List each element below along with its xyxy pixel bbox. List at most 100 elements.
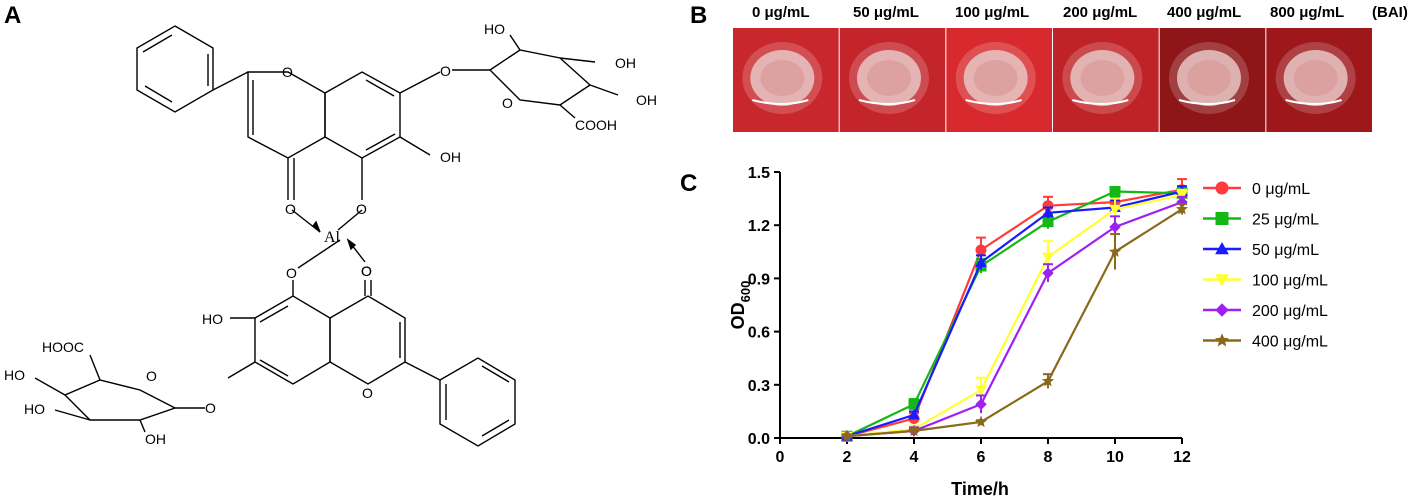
atom-o-ring-bottom: O: [362, 385, 373, 401]
series-line: [846, 194, 1183, 438]
phenyl-ring-bottom: [439, 357, 516, 447]
data-point: [975, 244, 987, 256]
atom-ho-aglycone-bottom: HO: [202, 311, 223, 327]
data-point: [974, 415, 988, 428]
data-point: [1042, 206, 1054, 218]
series-5: [840, 202, 1189, 442]
y-tick-label: 0.3: [748, 378, 770, 395]
x-tick-label: 2: [843, 449, 852, 466]
x-tick-label: 6: [977, 449, 986, 466]
data-point: [1215, 212, 1229, 225]
series-4: [841, 195, 1188, 442]
atom-o-ring-sugar-bottom: O: [146, 368, 157, 384]
x-tick-label: 12: [1173, 449, 1191, 466]
legend-label: 100 μg/mL: [1252, 273, 1328, 290]
x-tick-label: 10: [1106, 449, 1124, 466]
atom-cooh-top: COOH: [575, 117, 617, 133]
atom-o-phenolate-bottom: O: [286, 265, 297, 281]
atom-oh-aglycone-top: OH: [440, 149, 461, 165]
atom-ho-sugar-bottom-1: HO: [4, 367, 25, 383]
legend-label: 0 μg/mL: [1252, 181, 1310, 198]
data-point: [1041, 375, 1055, 387]
data-point: [1175, 202, 1189, 215]
atom-oh-sugar-bottom: OH: [145, 431, 166, 447]
x-tick-label: 4: [910, 449, 919, 466]
plate-1: [839, 28, 946, 132]
y-tick-label: 0.6: [748, 325, 770, 342]
chart-legend: 0 μg/mL 25 μg/mL 50 μg/mL 100 μg/mL 200 μg/m…: [1203, 181, 1328, 351]
data-point: [1042, 216, 1054, 228]
conc-label-2: 100 μg/mL: [955, 4, 1030, 21]
atom-o-glyc-top: O: [440, 63, 451, 79]
data-point: [975, 256, 987, 267]
conc-label-3: 200 μg/mL: [1063, 4, 1138, 21]
conc-suffix: (BAI): [1372, 4, 1408, 21]
data-point: [975, 385, 987, 397]
series-line: [846, 188, 1183, 438]
atom-o-carbonyl-bottom-dbl: O: [361, 263, 372, 279]
data-point: [1109, 221, 1121, 233]
plate-2: [946, 28, 1052, 132]
data-point: [1109, 204, 1121, 216]
series-1: [841, 186, 1188, 442]
y-tick-label: 1.2: [748, 218, 770, 235]
data-point: [1215, 333, 1229, 347]
series-3: [841, 188, 1188, 443]
chart-axes: 0.0 0.3 0.6 0.9 1.2 1.5 0 2 4 6 8 10 12: [748, 165, 1191, 466]
legend-item: 100 μg/mL: [1203, 273, 1328, 290]
x-axis-title: Time/h: [951, 479, 1009, 499]
legend-label: 50 μg/mL: [1252, 242, 1319, 259]
data-point: [1215, 274, 1229, 287]
data-point: [1042, 252, 1054, 264]
atom-o-carbonyl-bottom: O: [361, 263, 372, 279]
atom-o-carbonyl-top: O: [285, 201, 296, 217]
data-point: [1176, 190, 1188, 202]
data-point: [907, 424, 921, 437]
atom-o-ring-top: O: [282, 64, 293, 80]
data-point: [1215, 181, 1229, 195]
y-tick-label: 1.5: [748, 165, 770, 182]
atom-oh-sugar-top-2: OH: [636, 92, 657, 108]
legend-item: 200 μg/mL: [1203, 303, 1328, 320]
plate-0: [733, 28, 839, 132]
data-point: [975, 398, 987, 411]
atom-o-phenolate-top: O: [356, 201, 367, 217]
conc-label-5: 800 μg/mL: [1270, 4, 1345, 21]
data-point: [840, 429, 854, 442]
plate-4: [1159, 28, 1266, 132]
legend-item: 50 μg/mL: [1203, 241, 1319, 259]
legend-item: 0 μg/mL: [1203, 181, 1310, 198]
panel-label-a: A: [4, 2, 22, 29]
panel-label-b: B: [690, 2, 708, 29]
legend-label: 200 μg/mL: [1252, 303, 1328, 320]
chemical-structure: O O O HO OH OH COOH OH O O Al O O O HO H…: [4, 21, 657, 447]
series-line: [846, 190, 1183, 438]
x-tick-label: 8: [1044, 449, 1053, 466]
atom-ho-sugar-bottom-2: HO: [24, 401, 45, 417]
data-point: [908, 408, 920, 420]
x-tick-label: 0: [776, 449, 785, 466]
data-point: [1108, 245, 1122, 257]
data-point: [1215, 241, 1229, 255]
atom-oh-sugar-top-1: OH: [615, 55, 636, 71]
legend-item: 400 μg/mL: [1203, 333, 1328, 351]
legend-label: 400 μg/mL: [1252, 334, 1328, 351]
data-point: [1042, 267, 1054, 279]
conc-label-4: 400 μg/mL: [1167, 4, 1242, 21]
atom-hooc-bottom: HOOC: [42, 339, 84, 355]
y-axis-title: OD600: [728, 281, 753, 330]
atom-al: Al: [324, 229, 341, 246]
data-point: [1109, 186, 1121, 198]
hemolysis-plates: [733, 28, 1372, 132]
atom-ho-sugar-top: HO: [484, 21, 505, 37]
panel-label-c: C: [680, 170, 698, 197]
atom-o-ring-sugar-top: O: [502, 95, 513, 111]
legend-label: 25 μg/mL: [1252, 212, 1319, 229]
series-line: [846, 208, 1183, 438]
y-tick-label: 0.9: [748, 271, 770, 288]
conc-label-0: 0 μg/mL: [752, 4, 810, 21]
conc-label-1: 50 μg/mL: [853, 4, 919, 21]
data-point: [1215, 303, 1229, 317]
atom-o-glyc-bottom: O: [205, 400, 216, 416]
